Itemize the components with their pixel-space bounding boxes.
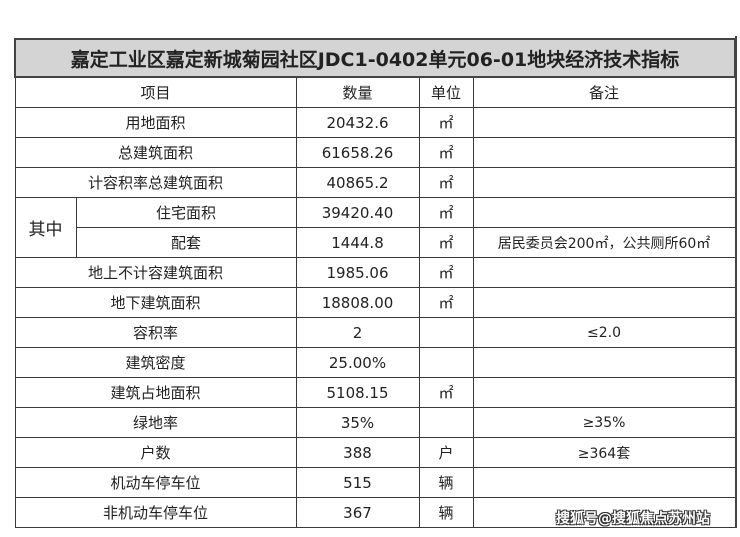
item-cell: 总建筑面积 bbox=[14, 137, 297, 168]
border-line bbox=[735, 36, 737, 528]
table-row: 地上不计容建筑面积 1985.06 ㎡ bbox=[14, 257, 736, 288]
note-cell bbox=[472, 467, 736, 498]
unit-cell: ㎡ bbox=[418, 227, 474, 258]
note-cell bbox=[472, 257, 736, 288]
item-cell: 绿地率 bbox=[14, 407, 297, 438]
item-cell: 容积率 bbox=[14, 317, 297, 348]
quantity-cell: 39420.40 bbox=[295, 197, 420, 228]
table-row: 建筑占地面积 5108.15 ㎡ bbox=[14, 377, 736, 408]
unit-cell bbox=[418, 317, 474, 348]
table-row: 用地面积 20432.6 ㎡ bbox=[14, 107, 736, 138]
quantity-cell: 515 bbox=[295, 467, 420, 498]
note-cell bbox=[472, 287, 736, 318]
group-label-cell: 其中 bbox=[14, 197, 77, 258]
quantity-cell: 20432.6 bbox=[295, 107, 420, 138]
item-cell: 地下建筑面积 bbox=[14, 287, 297, 318]
item-cell: 地上不计容建筑面积 bbox=[14, 257, 297, 288]
table-row: 其中 住宅面积 39420.40 ㎡ bbox=[14, 197, 736, 258]
unit-cell: ㎡ bbox=[418, 287, 474, 318]
table-row: 容积率 2 ≤2.0 bbox=[14, 317, 736, 348]
title-row: 嘉定工业区嘉定新城菊园社区JDC1-0402单元06-01地块经济技术指标 bbox=[14, 38, 736, 78]
table-row: 建筑密度 25.00% bbox=[14, 347, 736, 378]
watermark: 搜狐号@搜狐焦点苏州站 bbox=[556, 511, 710, 527]
economic-indicators-table: 嘉定工业区嘉定新城菊园社区JDC1-0402单元06-01地块经济技术指标 项目… bbox=[14, 38, 736, 528]
header-row: 项目 数量 单位 备注 bbox=[14, 76, 736, 108]
note-cell: ≤2.0 bbox=[472, 317, 736, 348]
note-cell bbox=[472, 107, 736, 138]
header-note: 备注 bbox=[472, 76, 736, 108]
item-cell: 非机动车停车位 bbox=[14, 497, 297, 528]
table-row: 非机动车停车位 367 辆 bbox=[14, 497, 736, 528]
item-cell: 机动车停车位 bbox=[14, 467, 297, 498]
unit-cell: ㎡ bbox=[418, 107, 474, 138]
note-cell: ≥364套 bbox=[472, 437, 736, 468]
item-cell: 住宅面积 bbox=[75, 197, 297, 228]
quantity-cell: 61658.26 bbox=[295, 137, 420, 168]
item-cell: 用地面积 bbox=[14, 107, 297, 138]
quantity-cell: 35% bbox=[295, 407, 420, 438]
quantity-cell: 388 bbox=[295, 437, 420, 468]
unit-cell: ㎡ bbox=[418, 377, 474, 408]
item-cell: 户数 bbox=[14, 437, 297, 468]
unit-cell bbox=[418, 347, 474, 378]
note-cell bbox=[472, 497, 736, 528]
note-cell: 居民委员会200㎡，公共厕所60㎡ bbox=[472, 227, 736, 258]
table-row: 户数 388 户 ≥364套 bbox=[14, 437, 736, 468]
quantity-cell: 2 bbox=[295, 317, 420, 348]
quantity-cell: 5108.15 bbox=[295, 377, 420, 408]
unit-cell: 辆 bbox=[418, 467, 474, 498]
note-cell bbox=[472, 347, 736, 378]
unit-cell: ㎡ bbox=[418, 137, 474, 168]
note-cell bbox=[472, 137, 736, 168]
table-row: 地下建筑面积 18808.00 ㎡ bbox=[14, 287, 736, 318]
item-cell: 建筑密度 bbox=[14, 347, 297, 378]
unit-cell bbox=[418, 407, 474, 438]
quantity-cell: 18808.00 bbox=[295, 287, 420, 318]
unit-cell: ㎡ bbox=[418, 197, 474, 228]
table-row: 总建筑面积 61658.26 ㎡ bbox=[14, 137, 736, 168]
note-cell bbox=[472, 167, 736, 198]
item-cell: 计容积率总建筑面积 bbox=[14, 167, 297, 198]
table-title: 嘉定工业区嘉定新城菊园社区JDC1-0402单元06-01地块经济技术指标 bbox=[14, 38, 736, 78]
quantity-cell: 25.00% bbox=[295, 347, 420, 378]
header-quantity: 数量 bbox=[295, 76, 420, 108]
quantity-cell: 367 bbox=[295, 497, 420, 528]
quantity-cell: 40865.2 bbox=[295, 167, 420, 198]
header-unit: 单位 bbox=[418, 76, 474, 108]
quantity-cell: 1444.8 bbox=[295, 227, 420, 258]
table-row: 机动车停车位 515 辆 bbox=[14, 467, 736, 498]
unit-cell: 辆 bbox=[418, 497, 474, 528]
table-row: 绿地率 35% ≥35% bbox=[14, 407, 736, 438]
quantity-cell: 1985.06 bbox=[295, 257, 420, 288]
note-cell: ≥35% bbox=[472, 407, 736, 438]
unit-cell: 户 bbox=[418, 437, 474, 468]
note-cell bbox=[472, 377, 736, 408]
note-cell bbox=[472, 197, 736, 228]
item-cell: 配套 bbox=[75, 227, 297, 258]
header-item: 项目 bbox=[14, 76, 297, 108]
table-row: 计容积率总建筑面积 40865.2 ㎡ bbox=[14, 167, 736, 198]
unit-cell: ㎡ bbox=[418, 167, 474, 198]
item-cell: 建筑占地面积 bbox=[14, 377, 297, 408]
unit-cell: ㎡ bbox=[418, 257, 474, 288]
